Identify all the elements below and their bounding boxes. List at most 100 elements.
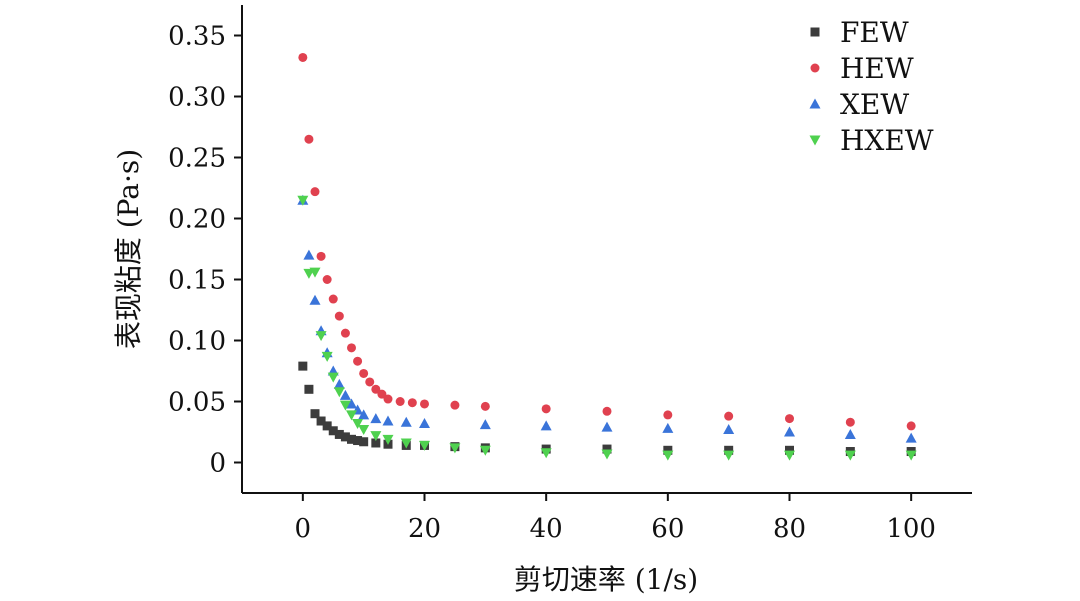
y-tick-label: 0.35 [168, 22, 226, 52]
watermark-text: 大数跨境 [56, 566, 136, 590]
data-point [328, 426, 338, 436]
data-point [359, 368, 369, 378]
data-point [785, 445, 794, 455]
data-point [353, 356, 363, 366]
x-ticks: 0 20 40 60 80 100 [295, 493, 936, 544]
data-point [353, 436, 363, 446]
data-point [310, 409, 320, 419]
y-tick-label: 0.05 [168, 388, 226, 418]
data-point [334, 429, 344, 439]
data-point [297, 195, 309, 206]
data-point [383, 394, 393, 404]
data-point [540, 448, 552, 459]
data-point [724, 445, 734, 455]
data-point [395, 397, 405, 406]
legend-item-xew: XEW [809, 88, 909, 121]
data-point [602, 444, 612, 454]
data-point [340, 328, 350, 338]
data-point [322, 421, 332, 431]
data-point [310, 187, 320, 197]
legend-marker [809, 98, 821, 109]
data-point [339, 389, 351, 400]
watermark-logo-icon [16, 563, 50, 590]
data-point [479, 419, 491, 430]
data-point [298, 361, 308, 371]
data-point [327, 372, 339, 383]
data-point [346, 398, 357, 409]
data-point [346, 410, 357, 421]
x-tick-label: 40 [530, 514, 563, 544]
data-point [347, 343, 356, 353]
data-point [371, 438, 381, 448]
data-point [322, 275, 332, 284]
legend-marker [810, 63, 820, 73]
data-point [298, 52, 308, 62]
data-point [352, 418, 364, 429]
data-point [662, 450, 674, 461]
data-point [844, 428, 856, 439]
series-xew [297, 194, 917, 443]
data-point [365, 377, 375, 387]
data-point [845, 417, 855, 427]
data-point [339, 400, 351, 411]
legend-item-hew: HEW [810, 52, 914, 85]
data-point [400, 438, 412, 449]
data-point [663, 445, 673, 455]
data-point [371, 384, 381, 394]
axes [241, 5, 972, 494]
data-point [309, 294, 321, 305]
data-point [785, 414, 794, 424]
data-point [419, 440, 430, 451]
data-point [315, 331, 327, 342]
y-tick-label: 0.20 [168, 205, 226, 235]
legend-item-hxew: HXEW [809, 124, 934, 157]
data-point [844, 450, 856, 461]
data-point [333, 378, 345, 389]
legend-item-few: FEW [810, 16, 909, 49]
data-point [602, 406, 612, 416]
legend-marker [810, 27, 820, 37]
data-point [449, 443, 461, 454]
x-tick-label: 0 [295, 514, 312, 544]
data-point [541, 404, 551, 414]
y-axis-title: 表现粘度 (Pa·s) [112, 149, 145, 349]
data-point [358, 409, 370, 420]
data-point [303, 249, 315, 260]
y-tick-label: 0.30 [168, 83, 226, 113]
data-point [316, 416, 326, 426]
series-hew [298, 52, 916, 431]
data-point [321, 351, 333, 362]
data-point [316, 251, 326, 261]
data-point [328, 294, 338, 304]
data-point [304, 134, 314, 144]
y-tick-label: 0.15 [168, 266, 226, 296]
data-point [601, 421, 613, 432]
data-point [382, 434, 394, 445]
data-point [906, 421, 916, 431]
y-tick-label: 0 [209, 449, 226, 479]
watermark: 大数跨境 [16, 563, 136, 590]
data-point [359, 437, 369, 447]
data-point [407, 398, 417, 408]
series-layer [297, 52, 917, 461]
data-point [358, 425, 370, 436]
data-point [382, 415, 394, 426]
data-point [400, 416, 412, 427]
series-hxew [297, 195, 917, 461]
x-tick-label: 100 [886, 514, 936, 544]
data-point [723, 424, 735, 435]
data-point [724, 411, 734, 421]
x-tick-label: 60 [651, 514, 684, 544]
data-point [784, 450, 795, 461]
y-tick-label: 0.25 [168, 144, 226, 174]
legend-marker [809, 135, 821, 146]
data-point [347, 434, 356, 444]
data-point [784, 426, 795, 437]
legend-label: HEW [840, 52, 914, 85]
data-point [601, 449, 613, 460]
legend-label: XEW [840, 88, 909, 121]
x-axis-title: 剪切速率 (1/s) [514, 563, 698, 596]
data-point [480, 401, 490, 411]
